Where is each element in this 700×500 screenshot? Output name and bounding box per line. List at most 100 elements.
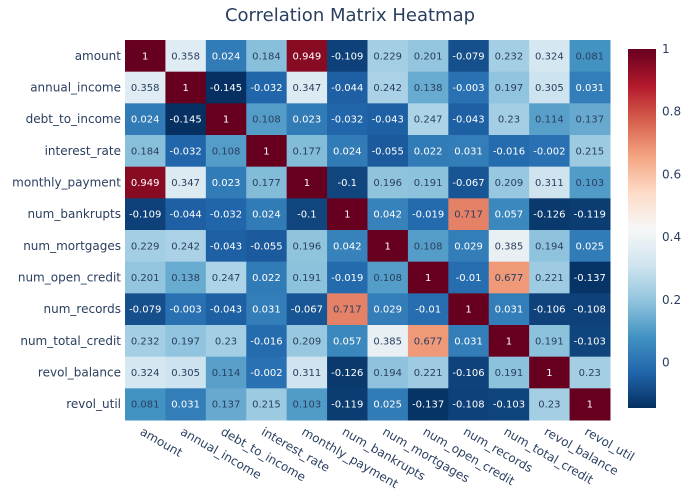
- cell-value-label: 0.232: [495, 51, 524, 62]
- cell-value-label: 0.177: [293, 146, 322, 157]
- heatmap-cell: [205, 198, 247, 231]
- heatmap-cell: [246, 230, 288, 263]
- cell-value-label: 0.024: [333, 146, 362, 157]
- heatmap-cell: [367, 135, 409, 168]
- heatmap-cell: [327, 135, 368, 168]
- heatmap-cell: [569, 261, 611, 294]
- cell-value-label: 0.221: [535, 273, 564, 284]
- heatmap-cell: [125, 293, 166, 326]
- cell-value-label: -0.126: [331, 368, 363, 379]
- heatmap-cell: [125, 71, 166, 104]
- heatmap-cell: [407, 356, 449, 389]
- cell-value-label: 0.215: [575, 146, 604, 157]
- heatmap-cell: [529, 293, 571, 326]
- heatmap-cell: [205, 135, 247, 168]
- heatmap-cells: 1 0.358 0.024 0.184 0.949 -0.109 0.229 0.201 -0.…: [125, 40, 611, 421]
- heatmap-cell: [125, 40, 166, 73]
- heatmap-cell: [448, 325, 490, 358]
- heatmap-cell: [569, 293, 611, 326]
- cell-value-label: 0.197: [171, 336, 200, 347]
- cell-value-label: 0.029: [373, 305, 402, 316]
- heatmap-cell: [165, 388, 207, 421]
- heatmap-cell: [165, 103, 207, 136]
- heatmap-cell: [205, 356, 247, 389]
- cell-value-label: -0.1: [297, 210, 317, 221]
- cell-value-label: -0.145: [170, 115, 202, 126]
- heatmap-cell: [407, 40, 449, 73]
- cell-value-label: 0.184: [131, 146, 160, 157]
- heatmap-cell: [246, 198, 288, 231]
- cell-value-label: 0.347: [293, 83, 322, 94]
- heatmap-cell: [286, 135, 328, 168]
- cell-value-label: 0.311: [535, 178, 564, 189]
- cell-value-label: 0.191: [495, 368, 524, 379]
- heatmap-cell: [488, 230, 530, 263]
- heatmap-cell: [367, 356, 409, 389]
- heatmap-cell: [407, 198, 449, 231]
- cell-value-label: -0.003: [452, 83, 484, 94]
- cell-value-label: 0.025: [373, 400, 402, 411]
- heatmap-cell: [205, 325, 247, 358]
- cell-value-label: -0.043: [210, 305, 242, 316]
- heatmap-cell: [488, 198, 530, 231]
- heatmap-cell: [569, 325, 611, 358]
- colorbar-tick-label: 0.6: [662, 167, 681, 181]
- heatmap-cell: [367, 230, 409, 263]
- heatmap-cell: [448, 356, 490, 389]
- cell-value-label: 0.209: [495, 178, 524, 189]
- chart-title: Correlation Matrix Heatmap: [225, 5, 475, 26]
- cell-value-label: 0.305: [535, 83, 564, 94]
- cell-value-label: 0.358: [131, 83, 160, 94]
- cell-value-label: 0.024: [131, 115, 160, 126]
- y-tick-label: interest_rate: [45, 144, 121, 158]
- cell-value-label: 0.029: [454, 241, 483, 252]
- cell-value-label: -0.032: [331, 115, 363, 126]
- heatmap-cell: [125, 103, 166, 136]
- cell-value-label: 0.031: [171, 400, 200, 411]
- cell-value-label: 0.201: [414, 51, 443, 62]
- cell-value-label: 1: [304, 178, 310, 189]
- cell-value-label: -0.145: [210, 83, 242, 94]
- heatmap-cell: [569, 230, 611, 263]
- heatmap-cell: [327, 261, 368, 294]
- cell-value-label: -0.01: [456, 273, 482, 284]
- cell-value-label: 0.042: [333, 241, 362, 252]
- heatmap-cell: [165, 325, 207, 358]
- heatmap-cell: [327, 388, 368, 421]
- cell-value-label: 0.385: [373, 336, 402, 347]
- heatmap-cell: [448, 135, 490, 168]
- cell-value-label: -0.109: [331, 51, 363, 62]
- heatmap-cell: [286, 166, 328, 199]
- heatmap-cell: [488, 293, 530, 326]
- cell-value-label: 0.022: [414, 146, 443, 157]
- heatmap-cell: [488, 40, 530, 73]
- cell-value-label: 0.138: [414, 83, 443, 94]
- heatmap-cell: [367, 261, 409, 294]
- heatmap-cell: [448, 230, 490, 263]
- cell-value-label: -0.032: [250, 83, 282, 94]
- cell-value-label: 0.191: [414, 178, 443, 189]
- heatmap-cell: [165, 198, 207, 231]
- cell-value-label: 0.023: [212, 178, 241, 189]
- y-tick-label: num_total_credit: [20, 334, 121, 348]
- cell-value-label: 1: [142, 51, 148, 62]
- y-tick-label: revol_util: [66, 397, 121, 411]
- cell-value-label: 0.201: [131, 273, 160, 284]
- cell-value-label: -0.032: [210, 210, 242, 221]
- cell-value-label: 0.358: [171, 51, 200, 62]
- colorbar-tick-label: 0: [662, 356, 670, 370]
- heatmap-cell: [569, 166, 611, 199]
- cell-value-label: -0.003: [170, 305, 202, 316]
- cell-value-label: 0.949: [131, 178, 160, 189]
- heatmap-cell: [125, 261, 166, 294]
- heatmap-cell: [407, 71, 449, 104]
- cell-value-label: -0.019: [331, 273, 363, 284]
- heatmap-cell: [367, 198, 409, 231]
- heatmap-cell: [488, 135, 530, 168]
- colorbar-tick-label: 0.2: [662, 293, 681, 307]
- heatmap-cell: [407, 166, 449, 199]
- heatmap-cell: [205, 103, 247, 136]
- cell-value-label: -0.01: [415, 305, 441, 316]
- heatmap-cell: [448, 71, 490, 104]
- heatmap-cell: [125, 135, 166, 168]
